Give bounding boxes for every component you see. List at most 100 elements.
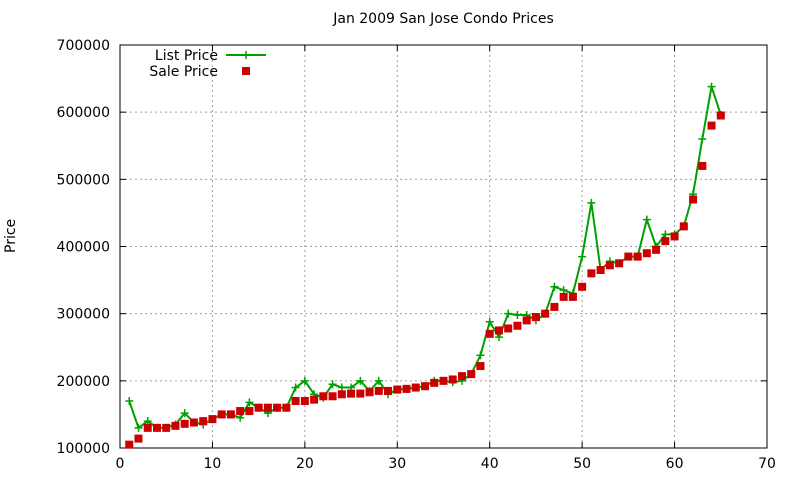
list-price-point — [125, 396, 134, 405]
sale-price-point — [439, 376, 448, 385]
x-tick-label: 70 — [758, 456, 776, 472]
sale-price-point — [384, 386, 393, 395]
sale-price-point — [587, 269, 596, 278]
legend-label-sale-price: Sale Price — [149, 64, 218, 80]
sale-price-point — [189, 418, 198, 427]
list-price-point — [559, 286, 568, 295]
sale-price-point — [365, 388, 374, 397]
sale-price-point — [356, 389, 365, 398]
sale-price-point — [273, 403, 282, 412]
list-price-point — [476, 351, 485, 360]
sale-price-point — [448, 375, 457, 384]
sale-price-point — [633, 252, 642, 261]
sale-price-point — [485, 329, 494, 338]
legend-marker-list-price — [242, 51, 250, 59]
sale-price-point — [282, 403, 291, 412]
x-tick-label: 10 — [204, 456, 222, 472]
sale-price-point — [642, 249, 651, 258]
sale-price-point — [125, 440, 134, 449]
sale-price-point — [421, 382, 430, 391]
list-price-point — [143, 417, 152, 426]
list-price-point — [328, 380, 337, 389]
list-price-point — [578, 252, 587, 261]
sale-price-point — [568, 292, 577, 301]
y-tick-label: 700000 — [57, 38, 110, 54]
sale-price-point — [143, 423, 152, 432]
y-tick-label: 400000 — [57, 240, 110, 256]
sale-price-point — [374, 386, 383, 395]
sale-price-point — [180, 419, 189, 428]
sale-price-point — [689, 195, 698, 204]
sale-price-point — [199, 417, 208, 426]
list-price-point — [698, 135, 707, 144]
x-tick-label: 30 — [388, 456, 406, 472]
x-tick-label: 0 — [116, 456, 125, 472]
sale-price-point — [402, 384, 411, 393]
list-price-point — [642, 215, 651, 224]
list-price-point — [180, 409, 189, 418]
sale-price-point — [411, 383, 420, 392]
sale-price-point — [476, 362, 485, 371]
sale-price-point — [337, 390, 346, 399]
sale-price-point — [467, 370, 476, 379]
list-price-point — [374, 376, 383, 385]
list-price-point — [513, 311, 522, 320]
x-tick-label: 20 — [296, 456, 314, 472]
list-price-point — [707, 82, 716, 91]
list-price-point — [337, 383, 346, 392]
sale-price-point — [171, 421, 180, 430]
list-price-point — [550, 282, 559, 291]
legend-label-list-price: List Price — [155, 48, 218, 64]
sale-price-point — [254, 403, 263, 412]
y-tick-label: 500000 — [57, 172, 110, 188]
sale-price-point — [513, 321, 522, 330]
sale-price-point — [245, 407, 254, 416]
sale-price-point — [236, 407, 245, 416]
sale-price-point — [217, 410, 226, 419]
sale-price-point — [430, 378, 439, 387]
sale-price-point — [457, 372, 466, 381]
sale-price-point — [310, 395, 319, 404]
sale-price-point — [226, 410, 235, 419]
sale-price-point — [596, 266, 605, 275]
sale-price-point — [347, 389, 356, 398]
sale-price-point — [152, 423, 161, 432]
axes — [119, 44, 768, 449]
sale-price-point — [328, 392, 337, 401]
y-tick-label: 300000 — [57, 307, 110, 323]
sale-price-point — [541, 309, 550, 318]
sale-price-point — [615, 259, 624, 268]
y-tick-label: 200000 — [57, 374, 110, 390]
sale-price-point — [661, 237, 670, 246]
tick-labels: 0 10 20 30 40 50 60 70 100000 200000 300000 400000 5… — [57, 38, 776, 472]
list-price-point — [134, 423, 143, 432]
sale-price-point — [319, 392, 328, 401]
sale-price-point — [550, 302, 559, 311]
x-tick-label: 40 — [481, 456, 499, 472]
sale-price-point — [393, 385, 402, 394]
list-price-point — [245, 398, 254, 407]
sale-price-point — [504, 324, 513, 333]
sale-price-point — [134, 434, 143, 443]
series-sale-price — [125, 111, 725, 449]
x-tick-label: 60 — [666, 456, 684, 472]
sale-price-point — [716, 111, 725, 120]
chart-title: Jan 2009 San Jose Condo Prices — [333, 11, 554, 27]
sale-price-point — [698, 161, 707, 170]
sale-price-point — [522, 316, 531, 325]
sale-price-point — [291, 396, 300, 405]
sale-price-point — [162, 423, 171, 432]
sale-price-point — [652, 245, 661, 254]
list-price-point — [661, 230, 670, 239]
sale-price-point — [670, 232, 679, 241]
list-price-point — [356, 376, 365, 385]
list-price-point — [494, 333, 503, 342]
sale-price-point — [494, 326, 503, 335]
list-price-point — [300, 376, 309, 385]
sale-price-point — [578, 282, 587, 291]
sale-price-point — [605, 261, 614, 270]
list-price-point — [485, 317, 494, 326]
